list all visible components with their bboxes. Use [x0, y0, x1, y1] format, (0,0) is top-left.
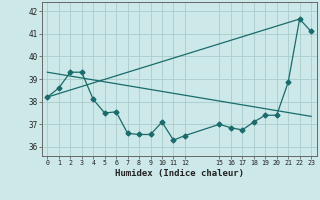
X-axis label: Humidex (Indice chaleur): Humidex (Indice chaleur) [115, 169, 244, 178]
